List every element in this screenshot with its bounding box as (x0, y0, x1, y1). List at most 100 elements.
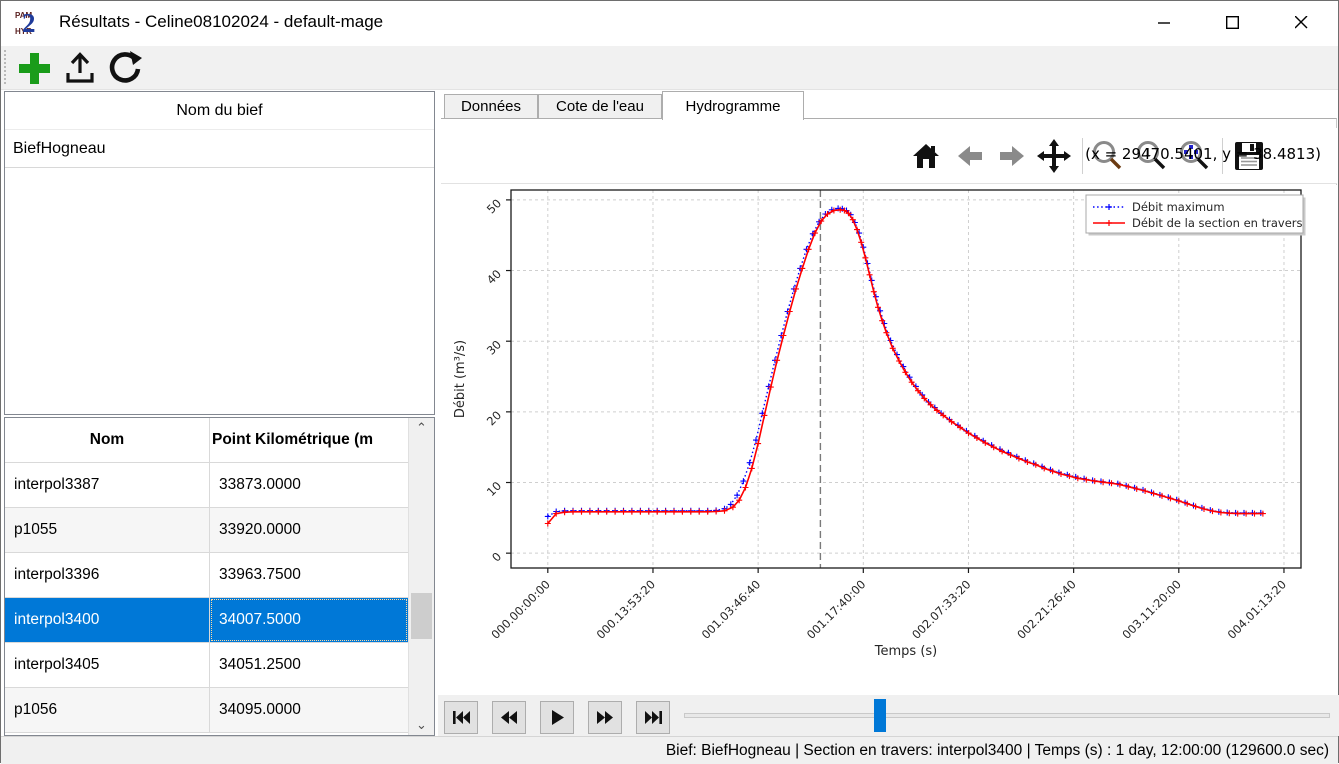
mpl-save-button[interactable] (1229, 136, 1269, 176)
add-button[interactable] (15, 50, 53, 86)
hydrograph-canvas[interactable]: 000.00:00:00 000.13:53:20 001.03:46:40 001.… (441, 185, 1337, 695)
close-button[interactable] (1269, 1, 1333, 43)
mpl-pan-button[interactable] (1034, 136, 1074, 176)
x-tick-label: 002.07:33:20 (909, 577, 974, 642)
cell-nom[interactable]: interpol3405 (5, 643, 210, 687)
section-table-header[interactable]: Nom Point Kilométrique (m (5, 418, 408, 463)
cell-nom[interactable]: p1056 (5, 688, 210, 732)
export-button[interactable] (61, 50, 99, 86)
zoom-one-icon: 1 (1137, 141, 1166, 170)
tab-hydrogramme[interactable]: Hydrogramme (662, 91, 804, 120)
scrollbar-down-icon[interactable]: ⌄ (416, 717, 427, 732)
home-icon (913, 144, 939, 168)
mpl-zoom-one-button[interactable]: 1 (1131, 136, 1171, 176)
pan-icon (1037, 139, 1071, 173)
y-tick-label: 50 (484, 196, 504, 216)
cell-pk[interactable]: 33963.7500 (219, 566, 301, 583)
reach-item[interactable]: BiefHogneau (5, 130, 434, 168)
fast-forward-button[interactable] (588, 701, 622, 734)
back-icon (958, 146, 982, 166)
play-button[interactable] (540, 701, 574, 734)
logo-text-top: PAM (15, 11, 33, 20)
scrollbar-up-icon[interactable]: ⌃ (416, 420, 427, 435)
toolbar-separator (1082, 138, 1083, 174)
fast-forward-icon (597, 711, 613, 724)
x-tick-label: 004.01:13:20 (1225, 577, 1290, 642)
skip-end-icon (644, 711, 662, 724)
legend-label: Débit maximum (1132, 200, 1225, 214)
tab-cote-de-leau[interactable]: Cote de l'eau (538, 94, 662, 119)
minimize-icon (1157, 21, 1170, 24)
table-scrollbar[interactable]: ⌃ ⌄ (408, 418, 434, 735)
section-table-panel: Nom Point Kilométrique (m interpol3387 33… (4, 417, 435, 736)
cell-nom[interactable]: interpol3396 (5, 553, 210, 597)
table-row[interactable]: interpol3400 34007.5000 (5, 598, 408, 643)
legend-box (1085, 194, 1304, 234)
table-row[interactable]: interpol3405 34051.2500 (5, 643, 408, 688)
tabbar: Données Cote de l'eau Hydrogramme (441, 91, 1337, 120)
plus-icon (19, 53, 50, 84)
y-tick-label: 10 (484, 479, 504, 499)
legend-label: Débit de la section en travers (1132, 216, 1303, 230)
svg-text:1: 1 (1145, 146, 1152, 159)
zoom-fit-icon (1180, 141, 1209, 170)
slider-handle[interactable] (874, 699, 887, 732)
slider-groove[interactable] (684, 713, 1330, 718)
table-row[interactable]: p1055 33920.0000 (5, 508, 408, 553)
cell-pk[interactable]: 34007.5000 (210, 598, 408, 642)
maximize-button[interactable] (1200, 1, 1264, 43)
series-dotted (547, 207, 1261, 518)
logo-text-bottom: HYR (15, 27, 32, 36)
player-controls (438, 695, 1339, 736)
y-tick-label: 0 (489, 549, 504, 564)
x-axis-label: Temps (s) (874, 644, 937, 659)
table-row[interactable]: interpol3396 33963.7500 (5, 553, 408, 598)
cell-nom[interactable]: interpol3387 (5, 463, 210, 507)
reach-list-header: Nom du bief (5, 92, 434, 130)
time-slider[interactable] (684, 695, 1334, 736)
reach-list: Nom du bief BiefHogneau (4, 91, 435, 415)
x-tick-label: 000.00:00:00 (488, 577, 553, 642)
toolbar-separator (1222, 138, 1223, 174)
mpl-forward-button[interactable] (992, 136, 1032, 176)
mpl-zoom-fit-button[interactable] (1174, 136, 1214, 176)
mpl-back-button[interactable] (950, 136, 990, 176)
minimize-button[interactable] (1132, 1, 1196, 43)
cell-nom[interactable]: interpol3400 (5, 598, 210, 642)
table-row[interactable]: interpol3387 33873.0000 (5, 463, 408, 508)
x-tick-label: 003.11:20:00 (1119, 577, 1184, 642)
y-tick-label: 30 (484, 337, 504, 357)
rewind-button[interactable] (492, 701, 526, 734)
skip-end-button[interactable] (636, 701, 670, 734)
cell-nom[interactable]: p1055 (5, 508, 210, 552)
status-text: Bief: BiefHogneau | Section en travers: … (665, 741, 1329, 759)
pamhyr-logo-icon: PAM HYR 2 (15, 8, 43, 38)
x-tick-label: 000.13:53:20 (594, 577, 659, 642)
mpl-home-button[interactable] (906, 136, 946, 176)
section-table: Nom Point Kilométrique (m interpol3387 33… (5, 418, 408, 733)
column-header-nom[interactable]: Nom (5, 418, 210, 462)
plot-frame (510, 189, 1302, 569)
skip-start-button[interactable] (444, 701, 478, 734)
cursor-coordinates: (x = 29470.5401, y = 38.4813) (1085, 145, 1321, 163)
save-icon (1235, 142, 1263, 170)
hydrograph-svg: 000.00:00:00 000.13:53:20 001.03:46:40 001.… (453, 189, 1306, 659)
cell-pk[interactable]: 33920.0000 (219, 521, 301, 538)
column-header-pk[interactable]: Point Kilométrique (m (212, 431, 374, 448)
x-tick-label: 001.17:40:00 (804, 577, 869, 642)
toolbar-drag-handle[interactable] (4, 50, 8, 86)
cell-pk[interactable]: 33873.0000 (219, 476, 301, 493)
cell-pk[interactable]: 34051.2500 (219, 656, 301, 673)
cell-pk[interactable]: 34095.0000 (219, 701, 301, 718)
window-title: Résultats - Celine08102024 - default-mag… (59, 12, 384, 31)
logo-numeral: 2 (22, 8, 36, 38)
table-row[interactable]: p1056 34095.0000 (5, 688, 408, 733)
upload-icon (66, 52, 94, 83)
close-icon (1294, 15, 1307, 28)
refresh-button[interactable] (105, 50, 143, 86)
mpl-zoom-button[interactable] (1087, 136, 1127, 176)
tab-donnees[interactable]: Données (444, 94, 538, 119)
scrollbar-thumb[interactable] (411, 593, 432, 639)
zoom-rect-icon (1093, 141, 1122, 170)
